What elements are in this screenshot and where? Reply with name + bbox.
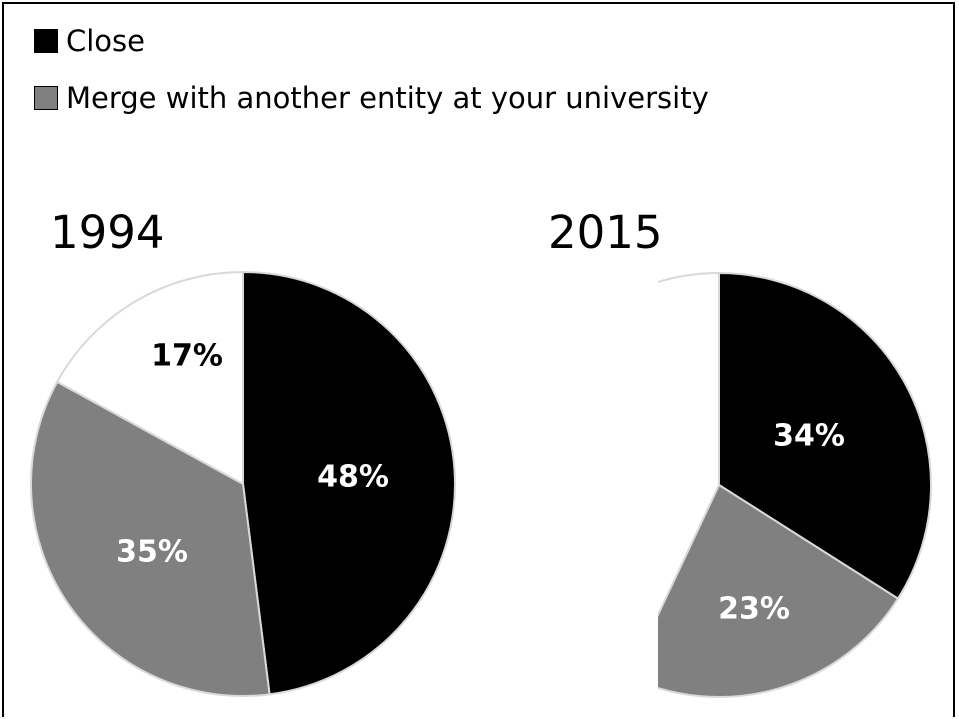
legend-swatch-close <box>34 29 58 53</box>
pie-2015: 34% 23% <box>658 271 932 698</box>
legend-swatch-merge <box>34 86 58 110</box>
pie-1994-slice-2 <box>55 270 244 486</box>
pie-1994-slice-1 <box>30 380 271 697</box>
pie-2015-slice-label-1: 23% <box>718 592 790 627</box>
pie-title-2015: 2015 <box>548 206 663 259</box>
pie-2015-slice-1 <box>658 483 900 698</box>
legend-label-merge: Merge with another entity at your univer… <box>66 81 709 115</box>
pie-1994-slice-0 <box>242 270 456 696</box>
legend-item-close: Close <box>34 24 145 58</box>
pie-2015-slice-2 <box>658 271 720 617</box>
pie-1994-slice-label-2: 17% <box>151 339 223 374</box>
pie-2015-slice-label-0: 34% <box>773 419 845 454</box>
legend-item-merge: Merge with another entity at your univer… <box>34 81 709 115</box>
pie-1994: 48% 35% 17% <box>30 270 456 697</box>
pie-1994-slice-label-1: 35% <box>116 535 188 570</box>
pie-title-1994: 1994 <box>50 206 165 259</box>
pie-2015-slice-0 <box>718 271 932 600</box>
legend-label-close: Close <box>66 24 145 58</box>
pie-1994-slice-label-0: 48% <box>317 460 389 495</box>
